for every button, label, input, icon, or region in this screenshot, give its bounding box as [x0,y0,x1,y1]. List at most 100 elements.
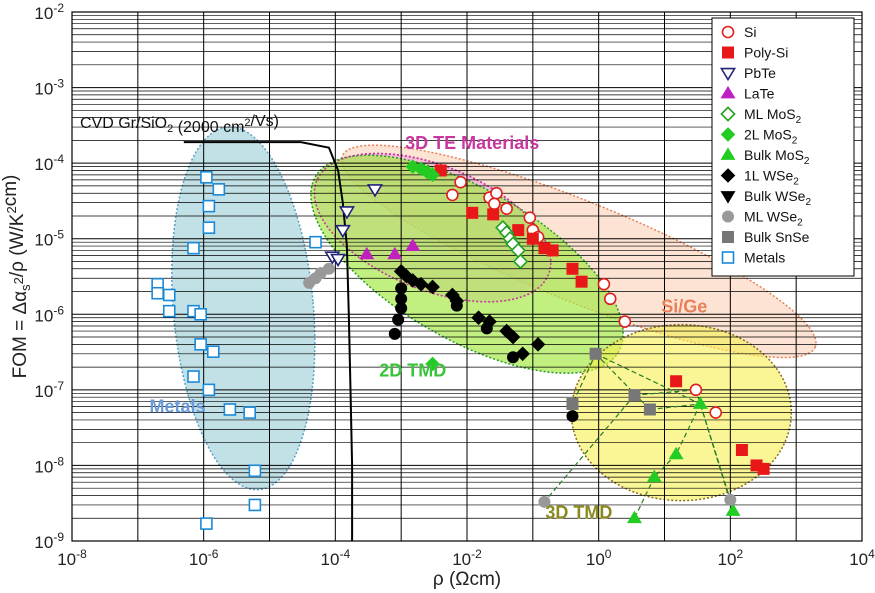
point-poly-si [566,262,579,275]
point-poly-si [735,444,748,457]
legend-label: Bulk SnSe [744,229,810,245]
point-si [618,315,632,328]
point-metals [187,370,200,383]
point-gr-sio2-1l-wse2-circles [450,299,463,312]
point-gr-sio2-1l-wse2-circles [395,302,408,315]
point-bulk-snse [643,403,656,416]
point-1l-wse2 [471,310,486,326]
legend-marker [720,85,736,99]
point-metals [200,170,213,184]
legend-label: Bulk WSe2 [744,188,811,208]
y-tick-label: 10-2 [34,1,64,23]
legend-marker [720,147,736,160]
point-bulk-mos2 [646,469,662,483]
x-tick-label: 10-2 [452,547,482,569]
y-tick-label: 10-5 [34,228,64,250]
point-ml-wse2 [322,262,335,275]
annotation: CVD Gr/SiO2 (2000 cm2/Vs) [80,113,279,136]
point-metals [200,517,213,530]
point-metals [248,464,262,478]
point-gr-sio2-1l-wse2-circles [480,322,493,335]
point-bulk-mos2 [725,503,741,516]
point-poly-si [546,244,559,257]
region-label: 2D TMD [379,361,446,381]
legend-marker [720,127,736,142]
point-metals [194,338,207,351]
dashed-link [543,394,635,503]
point-metals [187,241,200,255]
point-metals [202,221,216,234]
legend-label: Si [744,24,756,40]
point-poly-si [757,462,770,475]
point-1l-wse2 [505,329,521,345]
cvd-curve-line [183,141,354,541]
point-poly-si [575,275,588,288]
point-late [359,246,375,260]
cvd-annotation: CVD Gr/SiO2 (2000 cm2/Vs) [80,113,279,136]
legend-marker [721,251,735,264]
point-si [689,383,703,397]
point-poly-si [512,224,525,237]
plot-frame [71,11,863,542]
y-tick-label: 10-9 [34,530,64,552]
point-pbte [334,224,351,239]
point-metals [212,183,226,196]
point-1l-wse2 [530,337,546,352]
point-poly-si [526,232,539,245]
point-2l-mos2 [425,167,440,183]
point-si [490,186,503,200]
region-label: 3D TMD [545,502,612,522]
point-si [603,292,617,306]
legend-label: 1L WSe2 [744,168,799,188]
region-label: Metals [149,397,205,417]
legend-label: Metals [744,250,785,266]
point-metals [243,406,256,419]
y-tick-label: 10-7 [34,379,64,401]
dashed-link [653,453,677,478]
point-late [387,246,403,260]
dashed-link [675,403,701,455]
point-si [709,406,723,419]
legend-marker [719,67,737,82]
point-bulk-mos2 [668,446,684,460]
point-poly-si [466,206,479,219]
dashed-links [543,353,734,519]
legend-marker [722,46,734,59]
point-poly-si [487,208,500,221]
point-gr-sio2-1l-wse2-circles [392,313,405,326]
point-si [500,202,513,215]
tick-labels: 10-8 10-6 10-4 10-2 100 102 10410-910-810-710-… [34,1,875,569]
x-tick-label: 10-4 [321,547,351,569]
point-bulk-snse [589,347,602,360]
point-gr-sio2-1l-wse2-circles [388,327,401,340]
point-gr-sio2-1l-wse2-circles [566,410,579,423]
x-tick-label: 100 [586,547,612,569]
dashed-link [595,353,651,410]
legend-marker [721,25,735,39]
y-tick-label: 10-4 [34,152,64,174]
point-bulk-snse [628,389,641,402]
legend-box [711,17,855,277]
dashed-link [649,403,701,411]
legend-marker [722,210,734,223]
point-1l-wse2 [399,268,414,284]
metals-region [171,126,316,491]
point-si [523,211,537,224]
x-tick-label: 10-8 [57,547,87,569]
dashed-link [595,353,701,405]
legend-label: LaTe [744,86,775,102]
point-ml-wse2 [538,495,551,508]
point-gr-sio2-1l-wse2-circles [507,351,520,364]
point-ml-mos2 [512,253,529,270]
point-poly-si [670,375,683,388]
point-metals [162,304,176,318]
legend-marker [720,191,736,204]
legend-label: Poly-Si [744,45,788,61]
point-ml-wse2 [724,493,737,506]
point-metals [151,286,164,300]
point-metals [202,199,216,213]
legend-label: ML WSe2 [744,209,803,229]
cvd-curve [183,141,354,541]
region-label: 3D TE Materials [405,133,539,153]
